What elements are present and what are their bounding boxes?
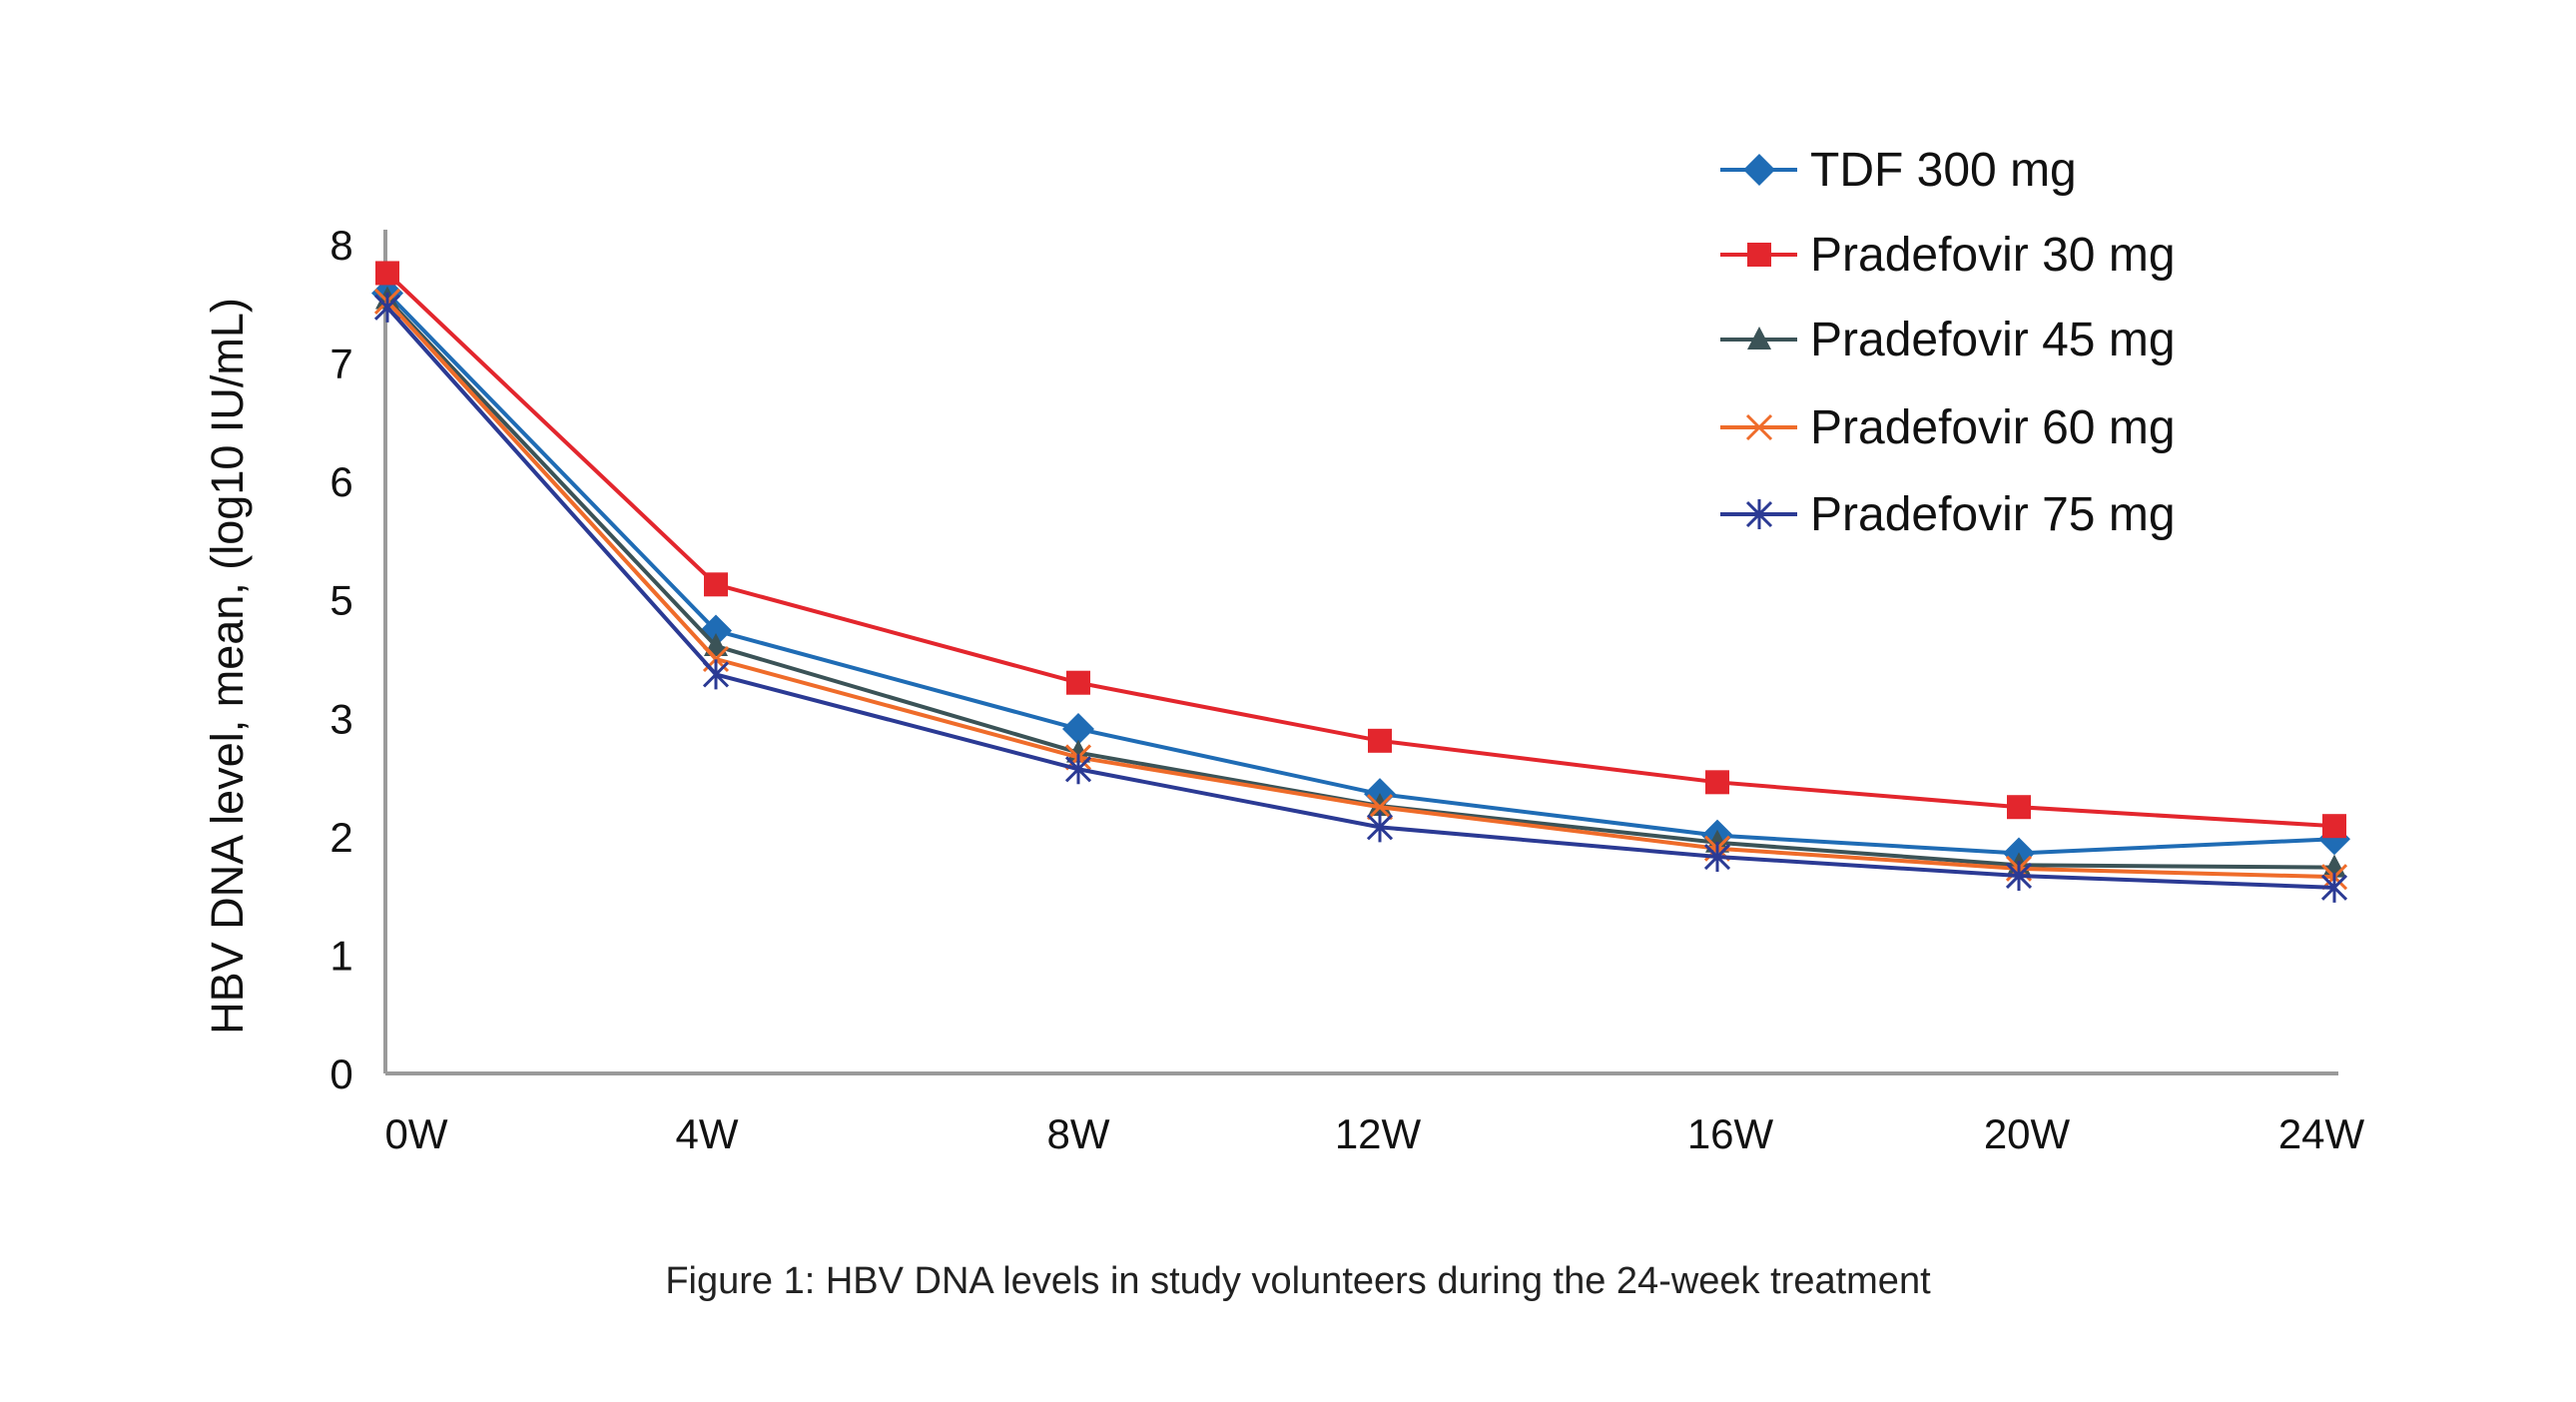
y-tick-label: 7 bbox=[329, 341, 352, 387]
y-tick-label: 3 bbox=[329, 695, 352, 742]
data-point bbox=[2322, 814, 2346, 839]
y-tick-label: 5 bbox=[329, 577, 352, 624]
x-tick-label: 24W bbox=[2278, 1110, 2365, 1157]
y-tick-label: 0 bbox=[329, 1051, 352, 1097]
y-tick-label: 6 bbox=[329, 458, 352, 505]
data-point bbox=[1066, 670, 1090, 695]
x-tick-label: 20W bbox=[1984, 1110, 2071, 1157]
x-tick-label: 0W bbox=[385, 1110, 448, 1157]
series-group bbox=[371, 261, 2350, 903]
series-line bbox=[385, 292, 2335, 856]
data-point bbox=[2320, 872, 2348, 903]
data-point bbox=[373, 292, 401, 323]
series-4 bbox=[373, 292, 2348, 903]
series-1 bbox=[375, 261, 2346, 839]
data-point bbox=[2007, 795, 2031, 820]
data-point bbox=[1705, 770, 1729, 795]
data-point bbox=[2005, 860, 2033, 891]
legend: TDF 300 mg Pradefovir 30 mg Pradefovir 45 … bbox=[1720, 144, 2176, 541]
legend-label: Pradefovir 30 mg bbox=[1810, 229, 2176, 282]
legend-label: Pradefovir 75 mg bbox=[1810, 488, 2176, 541]
x-tick-label: 8W bbox=[1047, 1110, 1110, 1157]
y-tick-label: 2 bbox=[329, 814, 352, 861]
legend-label: Pradefovir 45 mg bbox=[1810, 314, 2176, 366]
legend-marker bbox=[1745, 499, 1773, 529]
series-3 bbox=[373, 288, 2348, 891]
legend-marker bbox=[1747, 243, 1771, 267]
x-tick-label: 4W bbox=[676, 1110, 739, 1157]
data-point bbox=[1064, 754, 1092, 785]
data-point bbox=[1368, 728, 1392, 753]
series-line bbox=[385, 298, 2335, 870]
data-point bbox=[702, 659, 730, 690]
x-tick-label: 16W bbox=[1687, 1110, 1774, 1157]
data-point bbox=[375, 261, 399, 286]
legend-label: Pradefovir 60 mg bbox=[1810, 401, 2176, 454]
y-axis-title: HBV DNA level, mean, (log10 IU/mL) bbox=[202, 298, 253, 1035]
y-tick-label: 1 bbox=[329, 932, 352, 979]
legend-marker bbox=[1743, 154, 1775, 186]
data-point bbox=[1366, 812, 1394, 843]
legend-label: TDF 300 mg bbox=[1810, 144, 2077, 197]
data-point bbox=[1062, 712, 1094, 745]
data-point bbox=[1366, 794, 1394, 821]
figure-caption: Figure 1: HBV DNA levels in study volunt… bbox=[665, 1260, 1931, 1302]
axes: 0 1 2 3 5 6 7 8 0W 4W 8W 12W 16W 20W 24W bbox=[329, 222, 2364, 1157]
legend-marker bbox=[1745, 413, 1773, 441]
x-tick-label: 12W bbox=[1335, 1110, 1422, 1157]
data-point bbox=[704, 572, 728, 597]
data-point bbox=[1368, 793, 1392, 817]
y-tick-label: 8 bbox=[329, 222, 352, 269]
legend-marker bbox=[1747, 327, 1771, 350]
data-point bbox=[1703, 842, 1731, 873]
